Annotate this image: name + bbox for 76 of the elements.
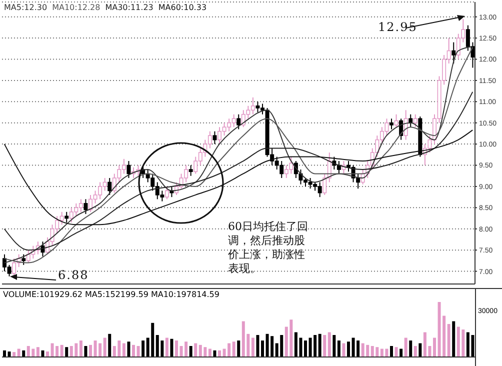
candlestick [60,211,64,226]
candlestick [22,254,26,266]
candlestick [236,114,241,130]
candlestick [212,130,217,145]
bar [261,340,264,357]
candlestick [452,42,456,64]
chart-title: VOLUME:101929.62 MA5:152199.59 MA10:197814.59 [3,290,220,299]
bar [256,335,260,357]
bar [433,338,436,357]
candlestick [413,114,418,128]
annotation: 12.95 [378,20,418,34]
candlestick [126,160,131,178]
bar [332,335,336,357]
annotation: 60日均托住了回调，然后推动股价上涨，助涨性表现。 [228,220,308,276]
bar [400,348,403,357]
bar [323,335,326,357]
bar [84,346,88,357]
bar [328,332,331,357]
bar [447,324,450,357]
bar [12,352,16,357]
bar [404,338,408,357]
candlestick [408,114,413,128]
bar [418,343,422,357]
bar [79,340,82,357]
bar [318,334,322,357]
candlestick [64,211,69,224]
bar [394,347,398,357]
candlestick [390,118,394,130]
bar [208,348,212,357]
bar [251,338,254,357]
text: MA60:10.33 [158,3,207,12]
bar [127,342,130,357]
bar [65,347,68,357]
candlestick [322,173,327,196]
text: MA10:12.28 [52,3,100,12]
bar [60,344,64,357]
line-series [4,91,474,251]
bar [347,342,350,357]
bar [213,350,216,357]
bar [218,350,221,357]
annotation: 6.88 [58,268,89,282]
bar [170,338,174,357]
bar [390,346,393,357]
bar [142,340,145,357]
bar [165,338,168,357]
candlestick [164,186,169,200]
candlestick [188,164,193,176]
bar [41,350,44,357]
bar [108,334,112,357]
bar [8,352,11,357]
bar [414,346,417,357]
candlestick [108,177,112,196]
bar [122,343,126,357]
bar [232,342,236,357]
bar [17,348,20,357]
candlestick [84,198,88,215]
bar [89,344,92,357]
text: MA5:12.30 [4,3,48,12]
bar [342,343,346,357]
bar [36,347,40,357]
bar [103,338,106,357]
bar [452,321,456,357]
bar [22,350,26,357]
bar [409,340,412,357]
bar [337,340,340,357]
bar [189,346,192,357]
bar [136,346,140,357]
text: MA30:11.23 [105,3,154,12]
candlestick [394,114,398,128]
bar [3,350,6,357]
bar [132,344,135,357]
bar [175,340,178,357]
bar [194,343,198,357]
bar [237,340,240,357]
bar [304,340,307,357]
bar [46,352,49,357]
